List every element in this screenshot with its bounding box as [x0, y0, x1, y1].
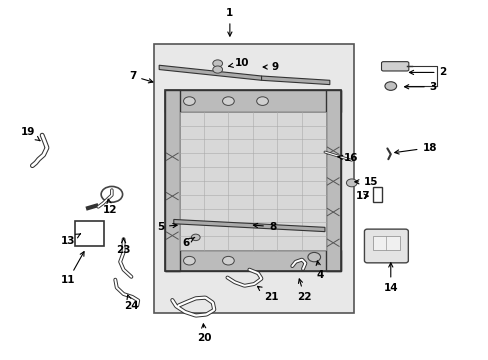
Bar	[179, 112, 325, 250]
Text: 1: 1	[226, 8, 233, 36]
Bar	[164, 250, 340, 271]
Text: 23: 23	[116, 239, 131, 255]
FancyBboxPatch shape	[364, 229, 407, 263]
Text: 4: 4	[316, 261, 323, 280]
Text: 5: 5	[157, 222, 177, 231]
Text: 21: 21	[257, 287, 278, 302]
Circle shape	[212, 60, 222, 67]
Text: 2: 2	[408, 67, 446, 77]
Text: 20: 20	[197, 324, 211, 343]
Bar	[372, 236, 399, 250]
Text: 12: 12	[103, 199, 118, 216]
Bar	[164, 90, 340, 271]
FancyBboxPatch shape	[381, 62, 408, 71]
Circle shape	[256, 97, 268, 105]
Text: 7: 7	[129, 71, 153, 83]
Text: 13: 13	[61, 234, 81, 246]
Polygon shape	[261, 76, 329, 85]
Polygon shape	[159, 65, 261, 80]
Text: 14: 14	[383, 263, 397, 293]
Text: 3: 3	[404, 82, 436, 92]
Bar	[75, 221, 103, 246]
Text: 17: 17	[355, 191, 369, 201]
Text: 8: 8	[253, 222, 276, 231]
Text: 24: 24	[124, 295, 139, 311]
Text: 18: 18	[394, 143, 436, 154]
Text: 11: 11	[61, 252, 84, 285]
Bar	[372, 187, 382, 202]
Text: 10: 10	[228, 58, 249, 68]
Circle shape	[384, 82, 396, 90]
Text: 9: 9	[263, 62, 278, 72]
Polygon shape	[173, 220, 325, 231]
Circle shape	[183, 256, 195, 265]
Circle shape	[212, 66, 222, 73]
Circle shape	[222, 256, 234, 265]
Circle shape	[183, 97, 195, 105]
Circle shape	[191, 234, 200, 240]
Bar	[325, 90, 340, 271]
Text: 15: 15	[354, 177, 378, 187]
Text: 16: 16	[337, 153, 357, 163]
Bar	[164, 90, 340, 271]
Circle shape	[222, 97, 234, 105]
Bar	[164, 90, 179, 271]
Text: 22: 22	[297, 279, 311, 302]
Circle shape	[346, 179, 356, 187]
Text: 19: 19	[20, 127, 40, 141]
Circle shape	[307, 252, 320, 262]
Bar	[154, 44, 353, 313]
Bar	[164, 90, 340, 112]
Text: 6: 6	[182, 237, 194, 248]
